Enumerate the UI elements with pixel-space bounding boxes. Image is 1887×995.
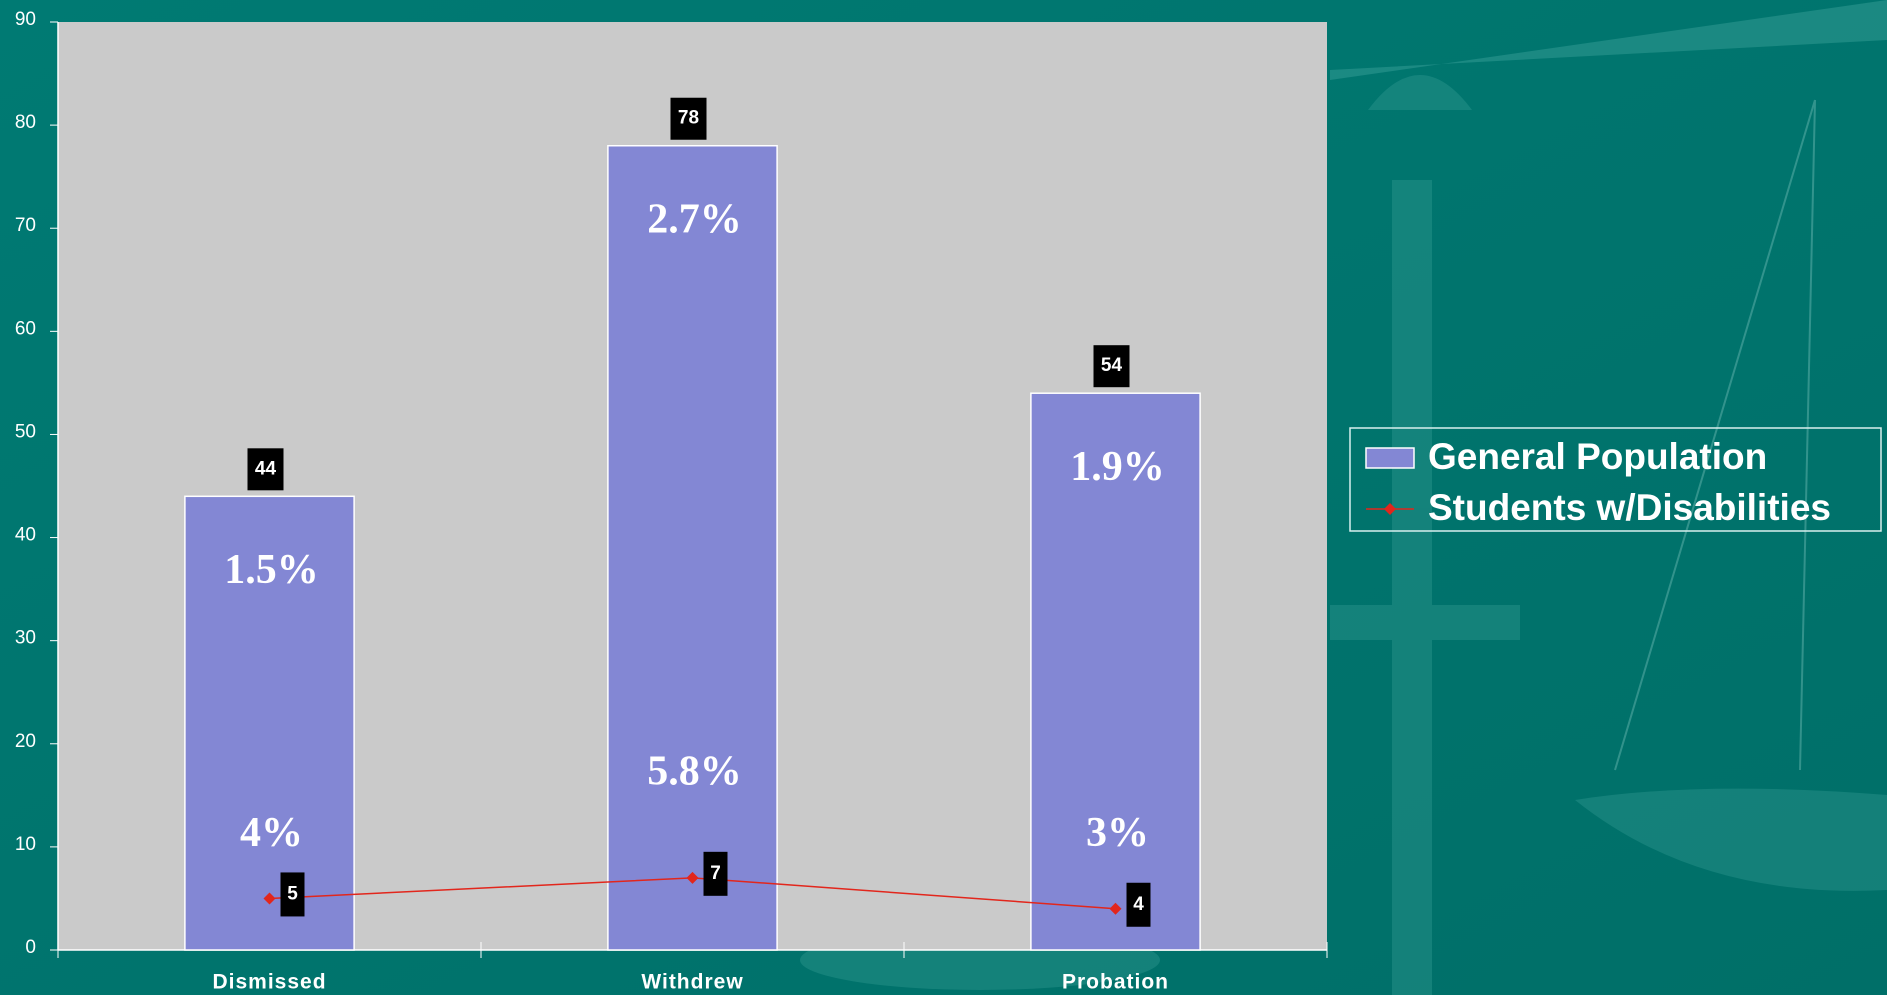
data-label-box [280, 872, 305, 917]
y-tick-label: 50 [15, 421, 36, 442]
line-marker [263, 892, 276, 905]
line-marker [1109, 902, 1122, 915]
data-label: 44 [255, 458, 277, 479]
bar-annotation: 3% [1086, 810, 1149, 856]
data-label-box [670, 97, 707, 140]
bar-annotation: 2.7% [647, 196, 742, 242]
legend: General Population Students w/Disabilitie… [1349, 427, 1882, 532]
data-label-box [1126, 882, 1151, 927]
legend-box [1349, 427, 1882, 532]
data-label: 78 [678, 108, 699, 129]
y-tick-label: 0 [25, 937, 36, 958]
y-tick-label: 30 [15, 628, 36, 649]
x-tick-label: Withdrew [641, 971, 743, 994]
bar [607, 144, 778, 951]
data-label-box [1093, 345, 1130, 388]
y-tick-label: 10 [15, 834, 36, 855]
bar-annotation: 1.5% [224, 547, 319, 593]
y-tick-label: 60 [15, 318, 36, 339]
x-tick-label: Probation [1062, 971, 1169, 994]
data-label: 4 [1133, 894, 1144, 915]
scales-decoration [800, 0, 1887, 995]
bar-annotation: 5.8% [647, 748, 742, 794]
legend-marker [1384, 503, 1396, 515]
data-label: 54 [1101, 355, 1123, 376]
y-tick-label: 70 [15, 215, 36, 236]
data-label-box [247, 448, 284, 491]
bar [184, 495, 355, 951]
data-label-box [703, 851, 728, 896]
y-tick-label: 40 [15, 525, 36, 546]
y-tick-label: 90 [15, 9, 36, 30]
bar [1030, 392, 1201, 951]
bar-annotation: 1.9% [1070, 444, 1165, 490]
line-marker [686, 871, 699, 884]
x-tick-label: Dismissed [212, 971, 326, 994]
data-label: 7 [710, 863, 721, 884]
bar-annotation: 4% [240, 810, 303, 856]
legend-label: Students w/Disabilities [1428, 487, 1831, 528]
legend-label: General Population [1428, 436, 1767, 477]
data-label: 5 [287, 883, 298, 904]
y-tick-label: 20 [15, 731, 36, 752]
legend-swatch [1365, 447, 1415, 469]
y-tick-label: 80 [15, 112, 36, 133]
